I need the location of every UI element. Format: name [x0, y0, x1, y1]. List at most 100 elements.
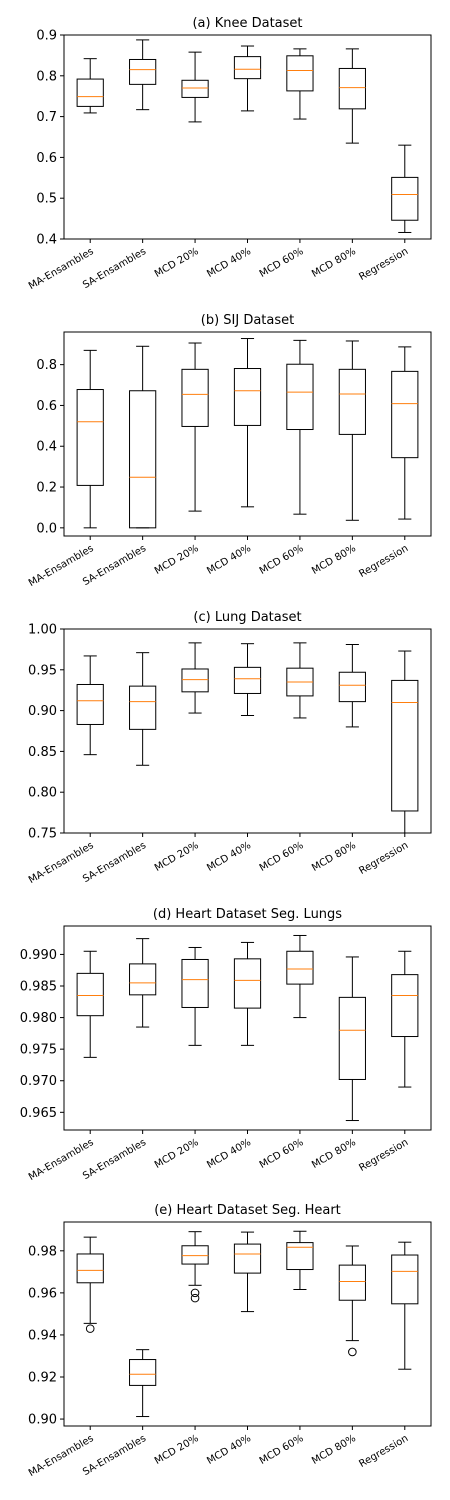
iqr-box [338, 368, 366, 435]
y-tick-label: 1.00 [28, 623, 57, 638]
box-1 [76, 950, 104, 1058]
y-tick-label: 0.4 [36, 233, 57, 248]
box-2 [129, 345, 157, 529]
x-tick-label: MCD 20% [153, 246, 201, 280]
iqr-box [338, 996, 366, 1080]
box-5 [286, 934, 314, 1019]
box-5 [286, 1230, 314, 1291]
box-1 [76, 349, 104, 529]
iqr-box [286, 363, 314, 431]
box-4 [233, 643, 262, 716]
box-6 [338, 48, 366, 144]
x-tick-label: MCD 40% [205, 1433, 253, 1467]
x-tick-label: MCD 80% [310, 1433, 358, 1467]
iqr-box [129, 390, 157, 529]
iqr-box [76, 683, 104, 725]
iqr-box [76, 389, 104, 486]
x-tick-label: MCD 60% [258, 1433, 306, 1467]
box-3 [181, 51, 209, 123]
box-1 [76, 655, 104, 756]
iqr-box [76, 972, 104, 1017]
x-tick-label: MCD 40% [205, 1137, 253, 1171]
chart-title: (d) Heart Dataset Seg. Lungs [153, 907, 342, 922]
y-tick-label: 0.96 [28, 1286, 57, 1301]
box-6 [338, 644, 366, 728]
chart-title: (b) SIJ Dataset [201, 313, 295, 328]
iqr-box [233, 1243, 262, 1274]
box-2 [129, 39, 157, 111]
outlier-point [348, 1347, 357, 1357]
box-4 [233, 941, 262, 1046]
y-tick-label: 0.2 [36, 481, 57, 496]
y-tick-label: 0.80 [28, 786, 57, 801]
x-tick-label: MCD 40% [205, 840, 253, 874]
chart-panel-4: (d) Heart Dataset Seg. Lungs 0.965 0.970 0.… [20, 907, 432, 1183]
iqr-box [76, 78, 104, 107]
box-5 [286, 339, 314, 515]
outlier-point [85, 1324, 95, 1333]
box-1 [76, 1236, 104, 1333]
box-3 [181, 946, 209, 1046]
x-tick-label: MCD 20% [153, 543, 201, 577]
y-tick-label: 0.990 [20, 948, 57, 963]
y-tick-label: 0.75 [28, 827, 57, 842]
box-4 [233, 1231, 262, 1313]
box-7 [391, 650, 419, 834]
iqr-box [338, 671, 366, 703]
y-tick-label: 0.8 [36, 358, 57, 373]
x-tick-label: MCD 40% [205, 246, 253, 280]
x-tick-label: MCD 20% [153, 840, 201, 874]
x-tick-label: MCD 60% [258, 246, 306, 280]
chart-title: (a) Knee Dataset [192, 16, 302, 31]
box-6 [338, 956, 366, 1122]
box-2 [129, 1349, 157, 1418]
y-tick-label: 0.6 [36, 399, 57, 414]
iqr-box [286, 1242, 314, 1271]
x-tick-label: MCD 20% [153, 1433, 201, 1467]
box-5 [286, 642, 314, 719]
x-tick-label: Regression [357, 1433, 410, 1470]
x-tick-label: Regression [357, 246, 410, 283]
iqr-box [181, 79, 209, 98]
iqr-box [181, 1245, 209, 1265]
x-tick-label: MCD 80% [310, 543, 358, 577]
iqr-box [338, 67, 366, 110]
y-tick-label: 0.970 [20, 1074, 57, 1089]
y-tick-label: 0.4 [36, 440, 57, 455]
y-tick-label: 0.98 [28, 1244, 57, 1259]
axes-frame [63, 628, 432, 834]
x-tick-label: MCD 60% [258, 543, 306, 577]
chart-panel-1: (a) Knee Dataset0.40.50.60.70.80.9MA-Ens… [27, 16, 432, 292]
y-tick-label: 0.8 [36, 69, 57, 84]
iqr-box [391, 370, 419, 459]
x-tick-label: MCD 20% [153, 1137, 201, 1171]
box-7 [391, 1241, 419, 1370]
iqr-box [129, 1359, 157, 1386]
y-tick-label: 0.85 [28, 745, 57, 760]
y-tick-label: 0.965 [20, 1106, 57, 1121]
x-tick-label: Regression [357, 1137, 410, 1174]
y-tick-label: 0.0 [36, 521, 57, 536]
box-4 [233, 338, 262, 508]
box-3 [181, 642, 209, 714]
axes-frame [63, 331, 432, 537]
box-3 [181, 342, 209, 512]
iqr-box [286, 55, 314, 92]
box-1 [76, 58, 104, 114]
box-2 [129, 652, 157, 766]
box-4 [233, 45, 262, 112]
x-tick-label: MCD 80% [310, 840, 358, 874]
y-tick-label: 0.90 [28, 704, 57, 719]
iqr-box [233, 666, 262, 694]
iqr-box [391, 176, 419, 221]
chart-panel-2: (b) SIJ Dataset0.00.20.40.60.8MA-Ensambl… [27, 313, 432, 589]
y-tick-label: 0.9 [36, 29, 57, 44]
box-7 [391, 346, 419, 520]
iqr-box [338, 1264, 366, 1301]
outlier-point [190, 1288, 200, 1298]
x-tick-label: MCD 40% [205, 543, 253, 577]
chart-title: (c) Lung Dataset [193, 610, 301, 625]
y-tick-label: 0.980 [20, 1011, 57, 1026]
iqr-box [391, 1254, 419, 1305]
